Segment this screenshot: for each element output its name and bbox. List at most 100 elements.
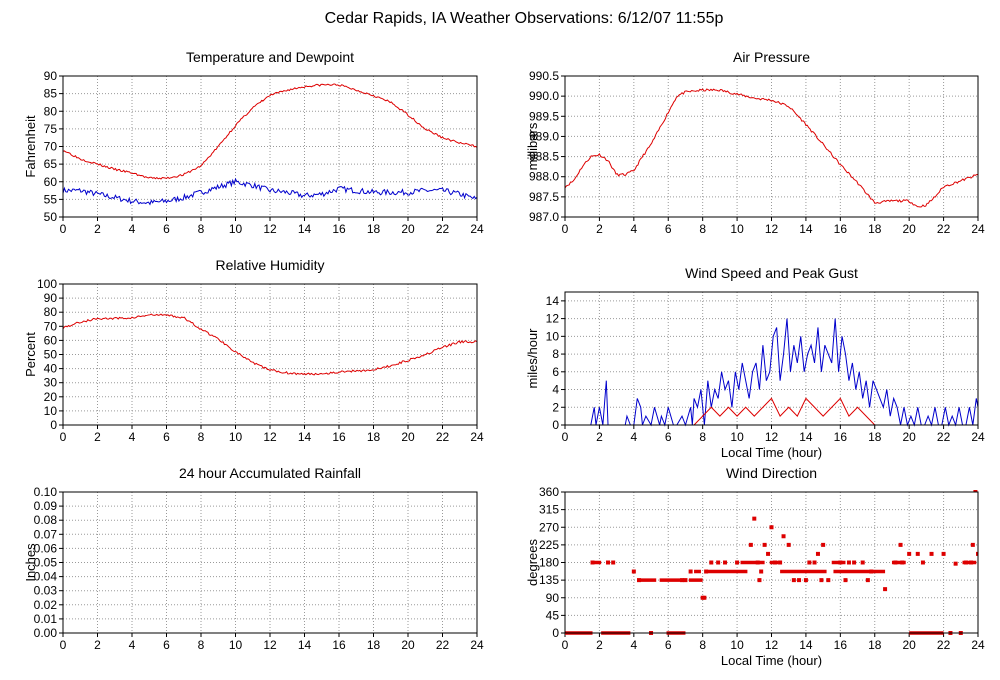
direction-point: [723, 560, 728, 565]
y-tick-label: 989.0: [529, 129, 559, 143]
direction-point: [860, 560, 865, 565]
y-tick-label: 135: [539, 573, 559, 587]
direction-point: [883, 587, 888, 592]
x-tick-label: 6: [163, 222, 170, 236]
page-title: Cedar Rapids, IA Weather Observations: 6…: [325, 10, 724, 27]
y-tick-label: 0.02: [34, 598, 58, 612]
direction-point: [865, 578, 870, 583]
y-tick-label: 988.5: [529, 150, 559, 164]
y-tick-label: 70: [44, 140, 58, 154]
direction-point: [791, 578, 796, 583]
direction-point: [611, 560, 616, 565]
direction-point: [898, 542, 903, 547]
direction-point: [838, 560, 843, 565]
y-tick-label: 0: [552, 626, 559, 640]
y-tick-label: 80: [44, 305, 58, 319]
plot-frame: [564, 291, 979, 426]
x-tick-label: 20: [401, 638, 415, 652]
direction-point: [735, 560, 740, 565]
x-tick-label: 6: [163, 430, 170, 444]
x-tick-label: 8: [198, 638, 205, 652]
direction-point: [797, 578, 802, 583]
direction-point: [963, 560, 968, 565]
x-tick-label: 10: [229, 638, 243, 652]
x-tick-label: 20: [401, 430, 415, 444]
x-tick-label: 12: [765, 638, 779, 652]
x-tick-label: 2: [94, 638, 101, 652]
y-tick-label: 225: [539, 538, 559, 552]
x-tick-label: 2: [596, 222, 603, 236]
direction-point: [819, 578, 824, 583]
x-tick-label: 6: [665, 430, 672, 444]
y-tick-label: 60: [44, 333, 58, 347]
y-tick-label: 90: [44, 291, 58, 305]
x-tick-label: 20: [902, 222, 916, 236]
direction-point: [815, 551, 820, 556]
x-tick-label: 6: [665, 638, 672, 652]
x-tick-label: 14: [298, 638, 312, 652]
direction-point: [759, 569, 764, 574]
direction-point: [631, 569, 636, 574]
y-tick-label: 12: [546, 312, 560, 326]
x-tick-label: 14: [799, 638, 813, 652]
direction-point: [606, 560, 611, 565]
plot-frame: [564, 491, 979, 634]
y-tick-label: 0: [50, 418, 57, 432]
direction-point: [826, 578, 831, 583]
y-tick-label: 10: [546, 329, 560, 343]
direction-point: [953, 561, 958, 566]
y-axis-label: Percent: [23, 332, 38, 377]
x-tick-label: 12: [765, 430, 779, 444]
plot-area: [63, 83, 477, 206]
y-tick-label: 60: [44, 175, 58, 189]
x-tick-label: 8: [198, 222, 205, 236]
y-tick-label: 0.00: [34, 626, 58, 640]
x-tick-label: 12: [263, 222, 277, 236]
direction-point: [976, 551, 978, 556]
x-tick-label: 0: [562, 430, 569, 444]
x-tick-label: 24: [971, 638, 985, 652]
plot-frame: [62, 75, 478, 218]
chart-title: Relative Humidity: [216, 257, 325, 273]
x-tick-label: 0: [60, 222, 67, 236]
y-tick-label: 4: [552, 383, 559, 397]
y-tick-label: 65: [44, 157, 58, 171]
series-line: [63, 313, 477, 376]
y-tick-label: 360: [539, 485, 559, 499]
direction-point: [786, 542, 791, 547]
x-tick-label: 16: [834, 430, 848, 444]
x-tick-label: 22: [436, 638, 450, 652]
chart-title: 24 hour Accumulated Rainfall: [179, 465, 361, 481]
direction-point: [846, 560, 851, 565]
x-tick-label: 18: [868, 222, 882, 236]
x-tick-label: 10: [730, 222, 744, 236]
y-tick-label: 0.06: [34, 541, 58, 555]
direction-point: [709, 560, 714, 565]
x-tick-label: 20: [902, 638, 916, 652]
x-tick-label: 6: [163, 638, 170, 652]
y-tick-label: 0.08: [34, 513, 58, 527]
y-tick-label: 50: [44, 210, 58, 224]
x-tick-label: 4: [630, 638, 637, 652]
direction-point: [907, 551, 912, 556]
chart-title: Wind Direction: [726, 465, 817, 481]
direction-point: [688, 569, 693, 574]
y-tick-label: 20: [44, 390, 58, 404]
x-tick-label: 12: [263, 430, 277, 444]
plot-frame: [564, 75, 979, 218]
y-tick-label: 85: [44, 87, 58, 101]
series-line: [565, 397, 978, 426]
x-tick-label: 14: [298, 430, 312, 444]
direction-point: [680, 578, 685, 583]
x-tick-label: 18: [868, 430, 882, 444]
direction-point: [772, 560, 777, 565]
direction-point: [852, 560, 857, 565]
x-axis-label: Local Time (hour): [721, 653, 822, 668]
x-tick-label: 10: [229, 222, 243, 236]
y-tick-label: 988.0: [529, 170, 559, 184]
direction-point: [755, 560, 760, 565]
x-tick-label: 2: [596, 638, 603, 652]
